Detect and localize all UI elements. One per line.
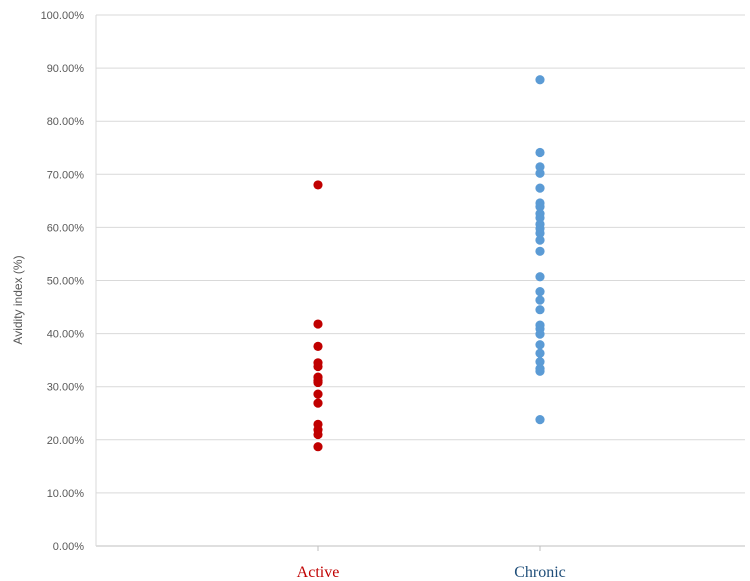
- data-point-active: [313, 180, 323, 190]
- axes: [95, 15, 745, 551]
- category-label-active: Active: [297, 564, 340, 581]
- data-point-active: [313, 389, 323, 399]
- y-tick-label: 50.00%: [47, 276, 85, 288]
- data-point-chronic: [535, 272, 545, 282]
- data-point-active: [313, 341, 323, 351]
- data-points: [313, 75, 545, 452]
- y-tick-label: 100.00%: [41, 10, 85, 22]
- data-point-chronic: [535, 287, 545, 297]
- y-tick-label: 30.00%: [47, 382, 85, 394]
- y-tick-label: 20.00%: [47, 435, 85, 447]
- data-point-active: [313, 377, 323, 388]
- y-axis-title: Avidity index (%): [11, 255, 25, 344]
- y-tick-label: 40.00%: [47, 329, 85, 341]
- data-point-active: [313, 429, 323, 440]
- data-point-chronic: [535, 75, 545, 85]
- data-point-chronic: [535, 366, 545, 376]
- data-point-chronic: [535, 357, 545, 367]
- category-labels: Active Chronic: [297, 564, 566, 581]
- data-point-chronic: [535, 340, 545, 350]
- y-tick-label: 70.00%: [47, 169, 85, 181]
- data-point-active: [313, 361, 323, 372]
- data-point-chronic: [535, 202, 545, 212]
- data-point-chronic: [535, 235, 545, 245]
- data-point-chronic: [535, 348, 545, 358]
- gridlines: [96, 14, 745, 494]
- y-tick-label: 10.00%: [47, 488, 85, 500]
- data-point-chronic: [535, 147, 545, 158]
- y-tick-label: 80.00%: [47, 116, 85, 128]
- data-point-chronic: [535, 295, 545, 305]
- data-point-active: [313, 442, 323, 452]
- data-point-chronic: [535, 183, 545, 193]
- data-point-chronic: [535, 329, 545, 339]
- data-point-chronic: [535, 162, 545, 172]
- data-point-chronic: [535, 168, 545, 178]
- data-point-chronic: [535, 415, 545, 425]
- data-point-chronic: [535, 305, 545, 315]
- y-tick-label: 0.00%: [53, 541, 84, 553]
- data-point-active: [313, 398, 323, 408]
- data-point-chronic: [535, 228, 545, 238]
- data-point-active: [313, 319, 323, 329]
- y-tick-labels: 0.00% 10.00% 20.00% 30.00% 40.00% 50.00% 60.00…: [41, 10, 85, 553]
- y-tick-label: 90.00%: [47, 63, 85, 75]
- y-tick-label: 60.00%: [47, 222, 85, 234]
- category-label-chronic: Chronic: [514, 564, 566, 581]
- data-point-chronic: [535, 246, 545, 256]
- data-point-chronic: [535, 213, 545, 223]
